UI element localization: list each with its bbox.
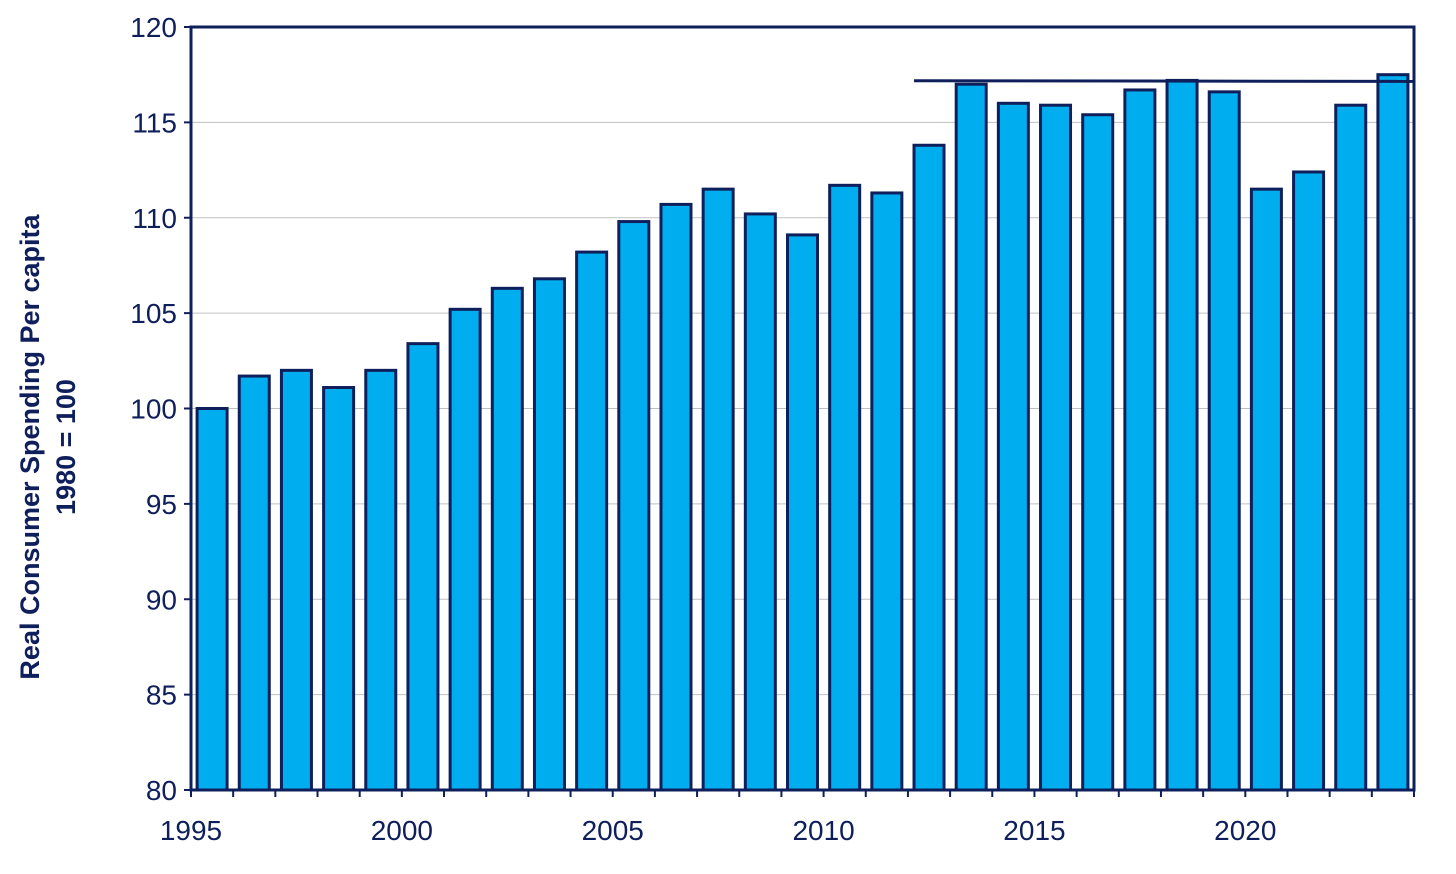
y-tick-label: 115	[132, 107, 177, 138]
bar-2020	[1249, 187, 1283, 792]
reference-line-group	[914, 79, 1415, 83]
y-tick-labels: 80 85 90 95 100 105 110 115 120	[130, 12, 177, 806]
bar-2017	[1123, 88, 1157, 792]
y-tick-label: 90	[146, 584, 177, 615]
bar-2002	[490, 286, 524, 792]
x-tick-label: 2020	[1214, 815, 1276, 846]
bar-2005	[617, 220, 651, 792]
bar-2016	[1081, 113, 1115, 792]
bar-2022	[1334, 103, 1368, 792]
y-tick-label: 100	[130, 394, 177, 425]
x-tick-label: 1995	[160, 815, 222, 846]
bar-2000	[406, 342, 440, 792]
bar-1999	[364, 368, 398, 792]
y-tick-label: 95	[146, 489, 177, 520]
reference-line	[914, 79, 1415, 83]
axes	[184, 25, 1416, 797]
bar-2023	[1376, 73, 1410, 792]
x-tick-label: 2005	[582, 815, 644, 846]
bar-2004	[575, 250, 609, 792]
x-tick-label: 2000	[371, 815, 433, 846]
bar-2018	[1165, 78, 1199, 792]
bar-2015	[1039, 103, 1073, 792]
y-tick-label: 110	[132, 203, 177, 234]
bar-2019	[1207, 90, 1241, 792]
bar-2011	[870, 191, 904, 792]
bar-2008	[743, 212, 777, 792]
y-tick-label: 105	[130, 298, 177, 329]
bar-2007	[701, 187, 735, 792]
bar-1996	[237, 374, 271, 792]
bar-2010	[828, 183, 862, 792]
y-tick-label: 120	[130, 12, 177, 43]
bar-2003	[532, 277, 566, 792]
bar-1998	[322, 386, 356, 792]
bar-1995	[195, 407, 229, 792]
bar-2021	[1292, 170, 1326, 792]
bar-2001	[448, 307, 482, 792]
bar-2009	[786, 233, 819, 792]
bar-2006	[659, 202, 693, 792]
x-tick-labels: 1995 2000 2005 2010 2015 2020	[160, 815, 1277, 846]
y-tick-label: 80	[146, 775, 177, 806]
bar-1997	[279, 368, 313, 792]
y-axis-label-base: 1980 = 100	[51, 379, 81, 515]
bar-2014	[996, 101, 1030, 792]
bar-2012	[912, 143, 946, 792]
x-tick-label: 2015	[1003, 815, 1065, 846]
bars	[195, 73, 1410, 792]
x-tick-label: 2010	[792, 815, 854, 846]
bar-2013	[954, 82, 988, 792]
y-tick-label: 85	[146, 680, 177, 711]
y-axis-label: Real Consumer Spending Per capita	[15, 213, 45, 679]
